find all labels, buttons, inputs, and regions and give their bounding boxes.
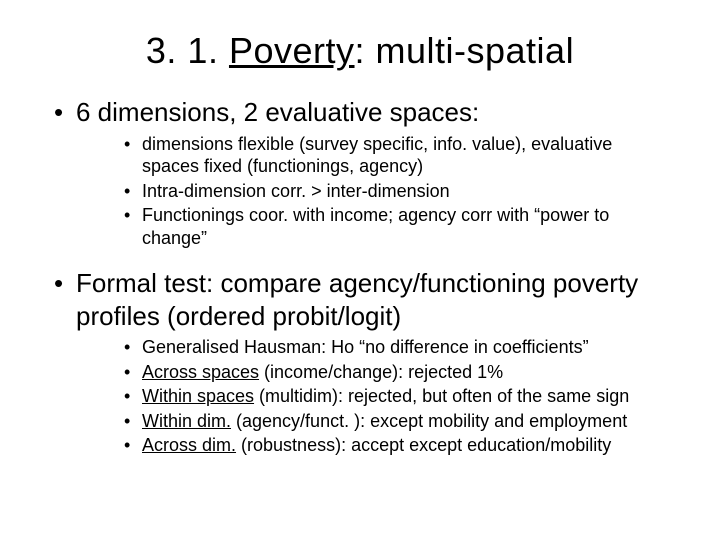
bullet-2-sub: Generalised Hausman: Ho “no difference i… [76,336,672,457]
title-prefix: 3. 1. [146,30,229,71]
bullet-1-sub: dimensions flexible (survey specific, in… [76,133,672,250]
bullet-2-text: Formal test: compare agency/functioning … [76,268,638,331]
bullet-2: Formal test: compare agency/functioning … [48,267,672,457]
bullet-2-sub-5: Across dim. (robustness): accept except … [124,434,672,457]
bullet-2-sub-4-b: (agency/funct. ): except mobility and em… [231,411,627,431]
title-suffix: : multi-spatial [355,30,575,71]
slide-title: 3. 1. Poverty: multi-spatial [48,30,672,72]
bullet-1-sub-3: Functionings coor. with income; agency c… [124,204,672,249]
bullet-2-sub-2-b: (income/change): rejected 1% [259,362,503,382]
bullet-1-text: 6 dimensions, 2 evaluative spaces: [76,97,479,127]
bullet-1-sub-2: Intra-dimension corr. > inter-dimension [124,180,672,203]
bullet-2-sub-4-u: Within dim. [142,411,231,431]
bullet-1-sub-1: dimensions flexible (survey specific, in… [124,133,672,178]
bullet-2-sub-3-b: (multidim): rejected, but often of the s… [254,386,629,406]
slide: 3. 1. Poverty: multi-spatial 6 dimension… [0,0,720,540]
bullet-2-sub-5-u: Across dim. [142,435,236,455]
bullet-1: 6 dimensions, 2 evaluative spaces: dimen… [48,96,672,249]
title-underlined: Poverty [229,30,355,71]
bullet-2-sub-1: Generalised Hausman: Ho “no difference i… [124,336,672,359]
bullet-2-sub-2: Across spaces (income/change): rejected … [124,361,672,384]
bullet-2-sub-2-u: Across spaces [142,362,259,382]
bullet-2-sub-3: Within spaces (multidim): rejected, but … [124,385,672,408]
bullet-2-sub-5-b: (robustness): accept except education/mo… [236,435,611,455]
bullet-2-sub-3-u: Within spaces [142,386,254,406]
bullet-list: 6 dimensions, 2 evaluative spaces: dimen… [48,96,672,457]
bullet-2-sub-4: Within dim. (agency/funct. ): except mob… [124,410,672,433]
